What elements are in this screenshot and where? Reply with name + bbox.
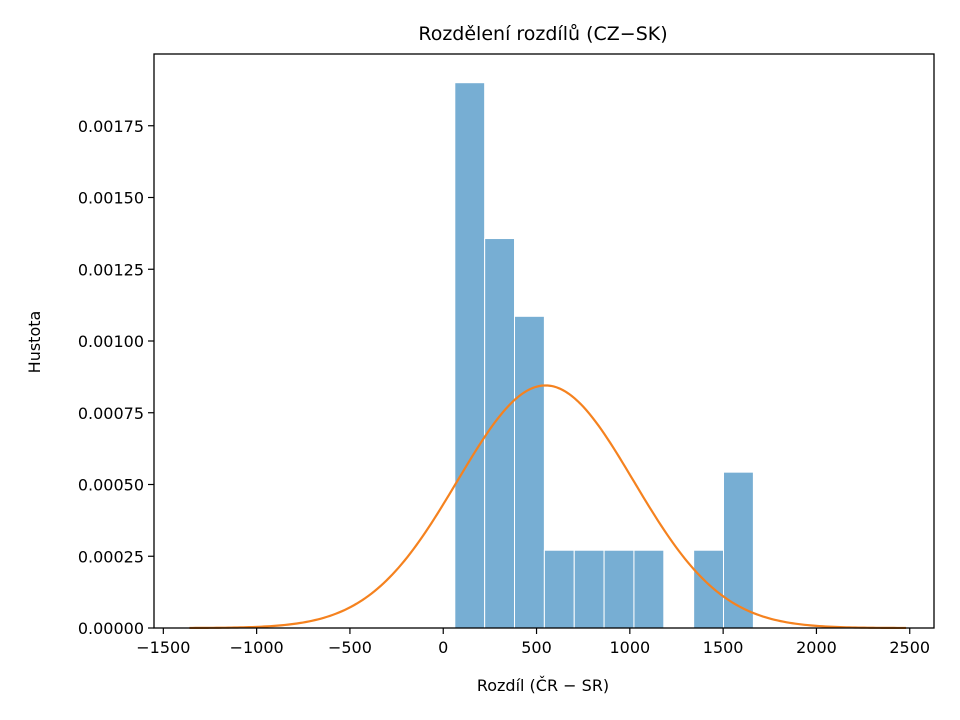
x-axis-label: Rozdíl (ČR − SR) [477,676,609,695]
y-axis-label: Hustota [25,311,44,374]
x-axis: −1500 −1000 −500 0 500 1000 1500 2000 2500 [136,628,930,657]
histogram-bar-1 [484,238,516,629]
x-tick-label: 0 [438,638,448,657]
y-tick-label: 0.00100 [78,332,144,351]
y-tick-label: 0.00175 [78,117,144,136]
histogram-bar-6 [633,549,665,629]
histogram-bar-8 [693,549,725,629]
x-tick-label: 1500 [703,638,744,657]
histogram-bar-2 [514,315,545,629]
histogram-bar-4 [573,549,605,629]
x-tick-label: 1000 [609,638,650,657]
normal-density-curve [189,384,907,630]
y-tick-label: 0.00050 [78,476,144,495]
histogram-bar-5 [603,549,635,629]
x-tick-label: 500 [521,638,552,657]
y-axis: 0.00000 0.00025 0.00050 0.00075 0.00100 0.001… [78,117,154,638]
chart-title: Rozdělení rozdílů (CZ−SK) [418,23,667,45]
x-tick-label: 2000 [796,638,837,657]
histogram-bar-3 [543,549,575,629]
y-tick-label: 0.00000 [78,619,144,638]
x-tick-label: −1500 [136,638,190,657]
x-tick-label: −500 [328,638,372,657]
y-tick-label: 0.00125 [78,260,144,279]
histogram-bars [454,82,754,629]
x-tick-label: −1000 [230,638,284,657]
y-tick-label: 0.00150 [78,189,144,208]
y-tick-label: 0.00025 [78,547,144,566]
density-curve-layer [189,384,907,630]
histogram-bar-0 [454,82,486,629]
histogram-bar-9 [723,471,754,629]
x-tick-label: 2500 [889,638,930,657]
y-tick-label: 0.00075 [78,404,144,423]
